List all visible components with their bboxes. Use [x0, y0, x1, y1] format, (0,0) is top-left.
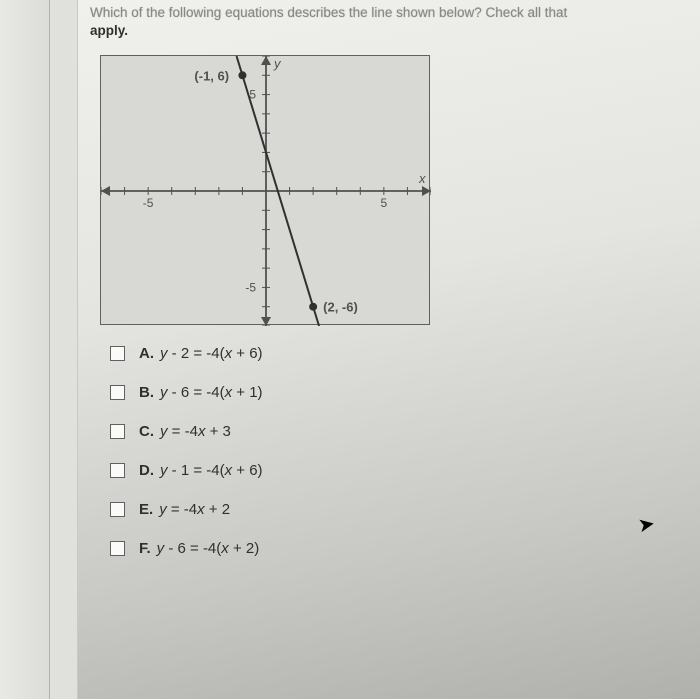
svg-text:(-1, 6): (-1, 6) [194, 68, 229, 83]
checkbox-E[interactable] [110, 502, 125, 517]
answer-option: A.y - 2 = -4(x + 6) [110, 345, 688, 362]
option-label: A.y - 2 = -4(x + 6) [139, 345, 263, 362]
svg-text:y: y [273, 56, 282, 71]
scrollbar-gutter-left-2 [50, 0, 78, 699]
option-label: C.y = -4x + 3 [139, 423, 231, 440]
option-label: E.y = -4x + 2 [139, 501, 230, 518]
line-graph: -555-5xy(-1, 6)(2, -6) [100, 55, 430, 325]
svg-text:(2, -6): (2, -6) [323, 300, 358, 315]
option-label: B.y - 6 = -4(x + 1) [139, 384, 263, 401]
svg-text:-5: -5 [245, 281, 256, 295]
scrollbar-gutter-left [0, 0, 50, 699]
checkbox-F[interactable] [110, 541, 125, 556]
question-content: Which of the following equations describ… [78, 0, 700, 699]
option-label: D.y - 1 = -4(x + 6) [139, 462, 263, 479]
question-line2: apply. [90, 23, 128, 38]
question-text: Which of the following equations describ… [90, 0, 688, 49]
checkbox-A[interactable] [110, 346, 125, 361]
checkbox-B[interactable] [110, 385, 125, 400]
answer-option: B.y - 6 = -4(x + 1) [110, 384, 688, 401]
answer-option: E.y = -4x + 2 [110, 501, 688, 518]
line-graph-svg: -555-5xy(-1, 6)(2, -6) [101, 56, 431, 326]
question-line1: Which of the following equations describ… [90, 5, 567, 20]
answer-option: C.y = -4x + 3 [110, 423, 688, 440]
svg-text:-5: -5 [143, 196, 154, 210]
answer-options: A.y - 2 = -4(x + 6) B.y - 6 = -4(x + 1) C.… [110, 345, 688, 557]
option-label: F.y - 6 = -4(x + 2) [139, 540, 259, 557]
checkbox-D[interactable] [110, 463, 125, 478]
svg-text:5: 5 [381, 196, 388, 210]
answer-option: F.y - 6 = -4(x + 2) [110, 540, 688, 557]
checkbox-C[interactable] [110, 424, 125, 439]
svg-text:x: x [418, 171, 426, 186]
answer-option: D.y - 1 = -4(x + 6) [110, 462, 688, 479]
